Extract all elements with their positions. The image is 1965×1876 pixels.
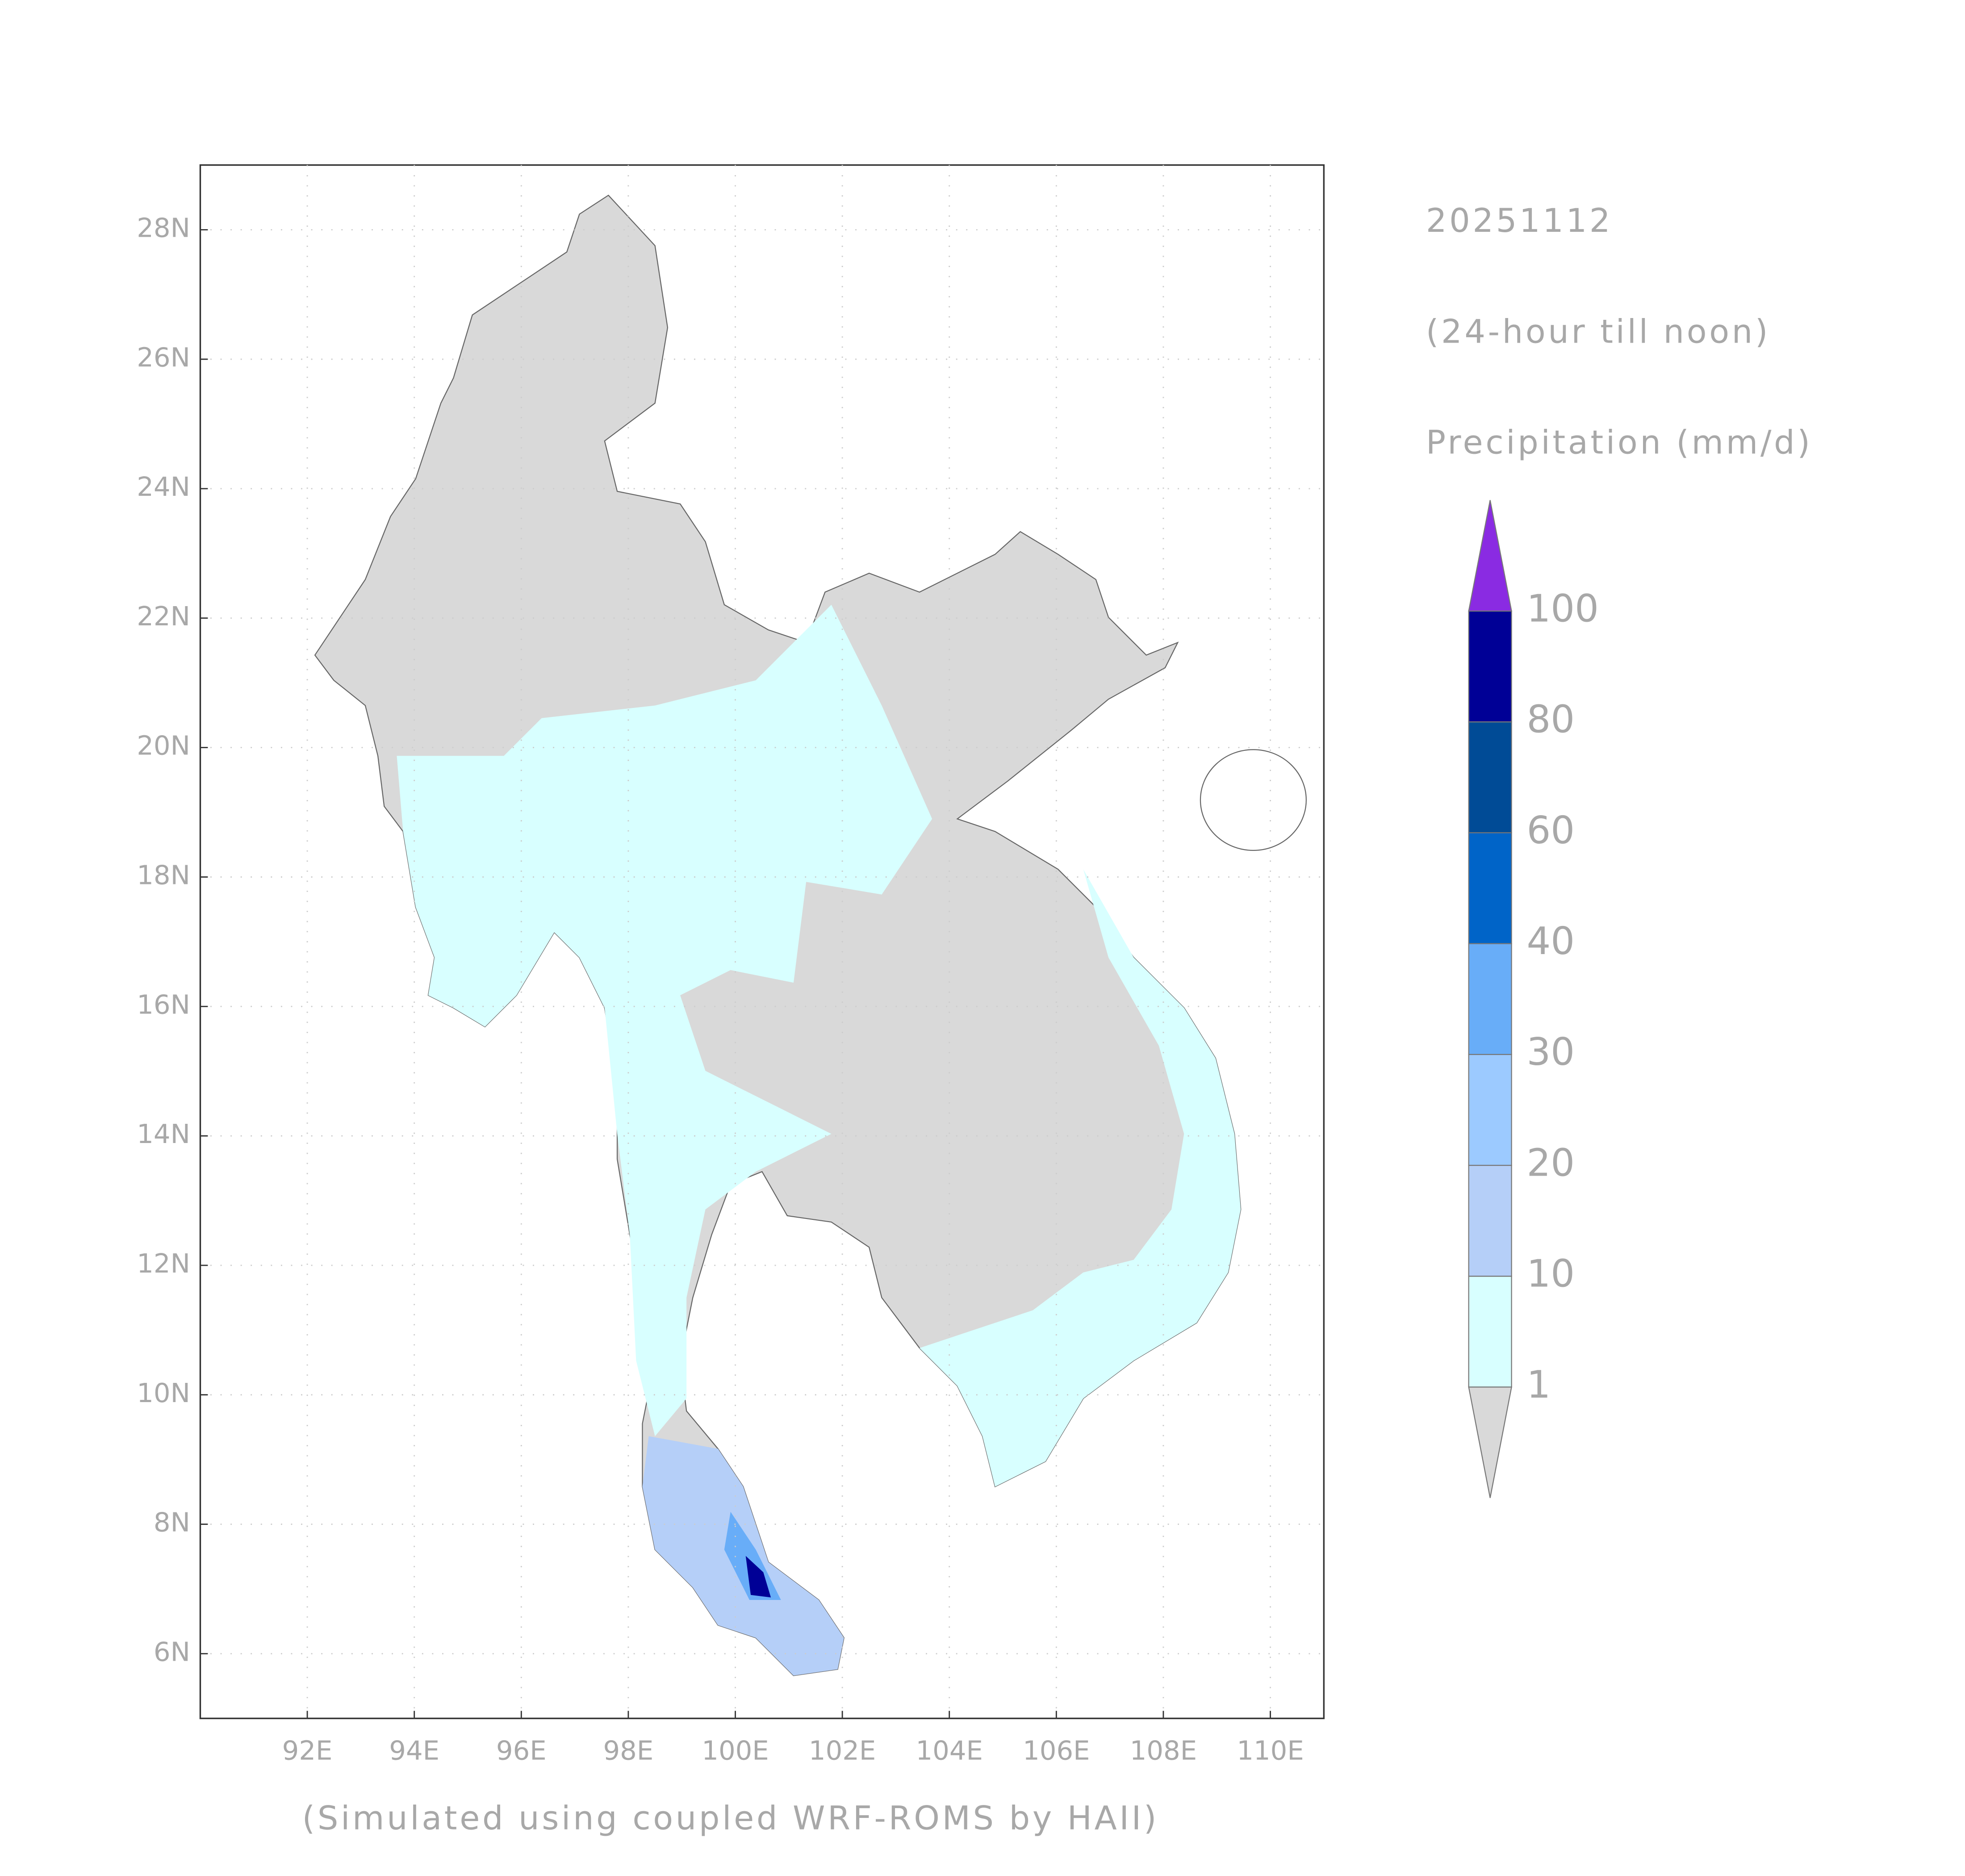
y-tick-label: 10N [137,1378,190,1408]
y-tick-label: 28N [137,213,190,243]
colorbar-segment [1468,610,1512,723]
x-tick-label: 102E [809,1735,876,1766]
x-tick-label: 104E [916,1735,983,1766]
y-tick-label: 24N [137,471,190,502]
colorbar-segment [1468,1276,1512,1388]
x-tick-label: 106E [1023,1735,1090,1766]
island [1200,749,1307,851]
colorbar-label: 40 [1526,919,1575,963]
rain-area [397,604,932,1436]
colorbar-label: 20 [1526,1140,1575,1185]
y-tick-label: 26N [137,342,190,373]
variable: Precipitation (mm/d) [1426,424,1813,462]
y-tick-label: 16N [137,989,190,1020]
colorbar-segment [1468,721,1512,833]
map-area [314,194,1307,1676]
colorbar-segment [1468,1164,1512,1277]
y-tick-label: 6N [154,1636,190,1667]
x-tick-label: 98E [603,1735,654,1766]
x-tick-label: 108E [1130,1735,1197,1766]
colorbar-label: 60 [1526,808,1575,852]
x-tick-label: 96E [496,1735,547,1766]
y-tick-label: 22N [137,601,190,632]
colorbar-segment [1468,1054,1512,1166]
colorbar-label: 80 [1526,697,1575,741]
colorbar-segment [1468,832,1512,944]
rain-area [745,1556,771,1598]
period: (24-hour till noon) [1426,313,1770,351]
colorbar-label: 100 [1526,586,1599,630]
y-tick-label: 14N [137,1118,190,1149]
x-tick-label: 110E [1237,1735,1304,1766]
y-tick-label: 18N [137,860,190,891]
colorbar-extend-high [1468,500,1512,612]
x-tick-label: 100E [702,1735,769,1766]
map-frame [199,164,1325,1719]
x-tick-label: 94E [389,1735,439,1766]
y-tick-label: 8N [154,1507,190,1538]
date: 20251112 [1426,202,1613,240]
x-tick-label: 92E [282,1735,333,1766]
colorbar-segment [1468,943,1512,1055]
colorbar-extend-low [1468,1386,1512,1498]
colorbar-label: 10 [1526,1252,1575,1296]
y-tick-label: 20N [137,730,190,761]
colorbar-label: 30 [1526,1030,1575,1074]
rain-area [919,869,1241,1487]
colorbar-label: 1 [1526,1362,1551,1407]
y-tick-label: 12N [137,1248,190,1279]
credit: (Simulated using coupled WRF-ROMS by HAI… [302,1800,1159,1838]
